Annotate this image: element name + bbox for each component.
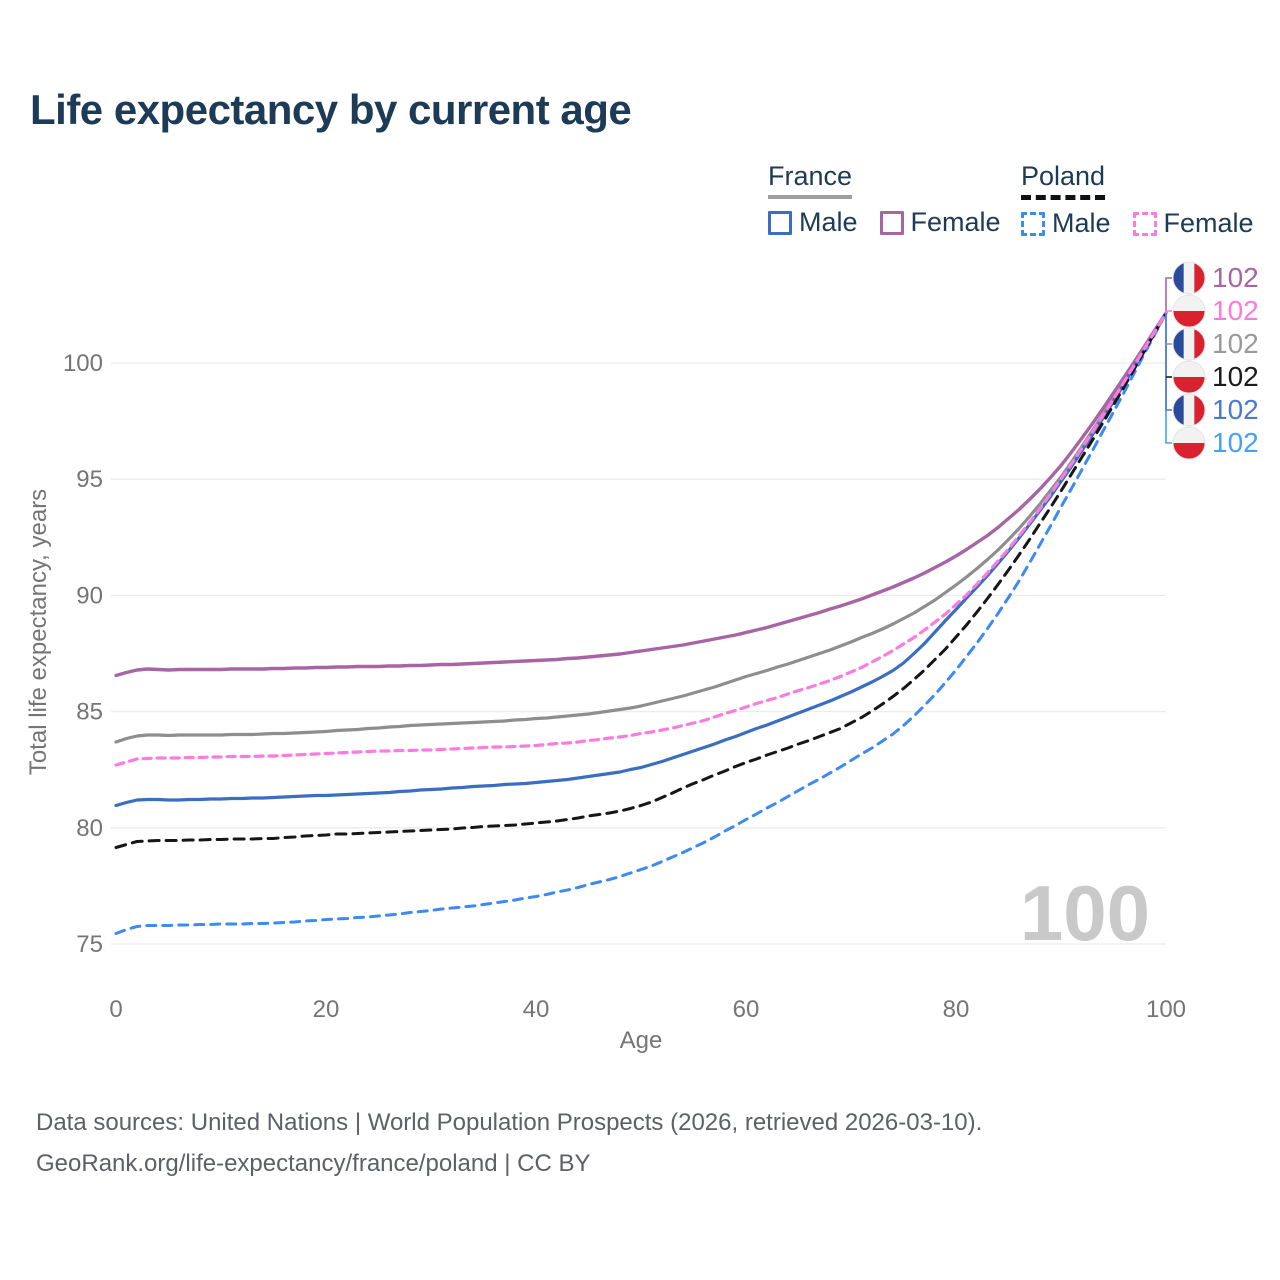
source-url-line: GeoRank.org/life-expectancy/france/polan…	[36, 1150, 591, 1177]
france-flag-icon	[1172, 393, 1206, 427]
end-value-label-poland_total: 102	[1212, 361, 1259, 392]
legend-group-france: France Male Female	[768, 161, 1001, 238]
end-value-label-france_total: 102	[1212, 328, 1259, 359]
x-tick-label: 0	[109, 996, 122, 1023]
end-value-label-poland_male: 102	[1212, 427, 1259, 458]
legend-item-france-male[interactable]: Male	[768, 207, 858, 238]
legend-france-male-label: Male	[799, 207, 858, 237]
end-value-label-france_male: 102	[1212, 394, 1259, 425]
series-line-poland_total[interactable]	[114, 311, 1168, 849]
y-tick-label: 100	[63, 350, 103, 377]
france-flag-icon	[1172, 261, 1206, 295]
poland-flag-icon	[1172, 426, 1206, 460]
legend-poland-male-label: Male	[1052, 208, 1111, 238]
poland-female-swatch-icon	[1132, 211, 1157, 236]
poland-flag-icon	[1172, 360, 1206, 394]
poland-male-swatch-icon	[1021, 211, 1045, 236]
legend-item-france-female[interactable]: Female	[879, 207, 1001, 238]
legend-group-poland: Poland Male Female	[1021, 161, 1254, 239]
end-value-label-france_female: 102	[1212, 262, 1259, 293]
legend-item-poland-male[interactable]: Male	[1021, 208, 1111, 239]
y-tick-label: 75	[76, 931, 103, 958]
y-tick-label: 95	[76, 466, 103, 493]
leader-line-poland_male	[1165, 313, 1172, 444]
poland-flag-icon	[1172, 294, 1206, 328]
x-axis-title: Age	[620, 1027, 663, 1054]
legend-poland-label[interactable]: Poland	[1021, 161, 1106, 200]
leader-line-france_male	[1165, 313, 1172, 411]
x-tick-label: 80	[943, 996, 970, 1023]
legend-item-poland-female[interactable]: Female	[1132, 208, 1254, 239]
series-line-france_female[interactable]	[114, 311, 1168, 678]
series-line-france_male[interactable]	[114, 311, 1168, 808]
page-title: Life expectancy by current age	[30, 86, 632, 133]
x-tick-label: 100	[1146, 996, 1186, 1023]
x-tick-label: 40	[523, 996, 550, 1023]
series-line-poland_male[interactable]	[114, 311, 1168, 935]
legend-poland-female-label: Female	[1163, 208, 1254, 238]
y-tick-label: 85	[76, 699, 103, 726]
y-tick-label: 80	[76, 815, 103, 842]
x-tick-label: 20	[313, 996, 340, 1023]
series-line-poland_female[interactable]	[114, 311, 1168, 767]
end-value-label-poland_female: 102	[1212, 295, 1259, 326]
attribution-footer: Data sources: United Nations | World Pop…	[36, 1102, 982, 1184]
france-flag-icon	[1172, 327, 1206, 361]
x-tick-label: 60	[733, 996, 760, 1023]
series-line-france_total[interactable]	[114, 311, 1168, 744]
legend-france-female-label: Female	[910, 207, 1001, 237]
france-male-swatch-icon	[768, 210, 792, 235]
y-tick-label: 90	[76, 582, 103, 609]
age-counter-watermark: 100	[1020, 869, 1150, 957]
leader-line-france_female	[1165, 277, 1172, 314]
france-female-swatch-icon	[879, 210, 904, 235]
leader-line-poland_female	[1165, 310, 1172, 314]
data-sources-line: Data sources: United Nations | World Pop…	[36, 1109, 983, 1136]
legend-france-label[interactable]: France	[768, 161, 853, 199]
y-axis-title: Total life expectancy, years	[25, 489, 52, 775]
